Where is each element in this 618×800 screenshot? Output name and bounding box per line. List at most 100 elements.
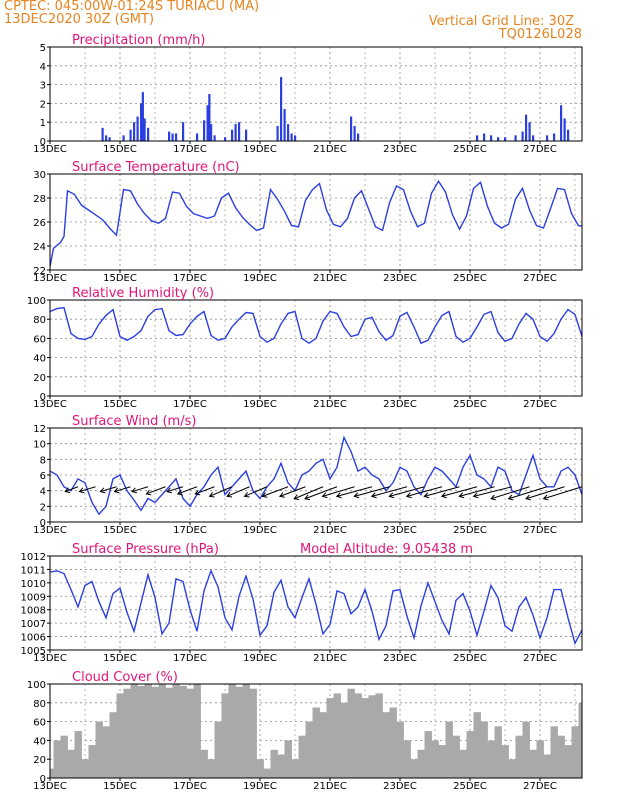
precip-bar: [234, 124, 237, 141]
x-tick-label: 15DEC: [103, 653, 137, 664]
series-line: [50, 435, 582, 516]
cloud-bar: [256, 759, 264, 778]
precip-bar: [532, 135, 535, 141]
precip-bar: [122, 135, 125, 141]
series-line: [50, 568, 582, 646]
y-tick-label: 1010: [21, 579, 46, 590]
x-tick-label: 23DEC: [383, 273, 417, 284]
wind-vector: [65, 486, 79, 493]
wind-vector: [304, 486, 338, 500]
cloud-bar: [102, 726, 110, 778]
y-tick-label: 40: [33, 354, 46, 365]
x-tick-label: 23DEC: [383, 781, 417, 792]
wind-arrowhead: [525, 494, 532, 501]
panel-frame: [49, 683, 583, 779]
y-tick-label: 80: [33, 699, 46, 710]
x-tick-label: 23DEC: [383, 144, 417, 155]
precip-bar: [290, 133, 293, 141]
cloud-bar: [389, 707, 397, 778]
wind-vector: [209, 486, 233, 497]
x-tick-label: 17DEC: [173, 781, 207, 792]
precip-bar: [203, 120, 206, 141]
y-tick-label: 22: [33, 266, 46, 277]
header-date-line: 13DEC2020 30Z (GMT): [4, 12, 155, 27]
cloud-bar: [347, 688, 355, 778]
precip-bar: [504, 137, 507, 141]
y-tick-label: 30: [33, 170, 46, 181]
wind-arrowhead: [243, 492, 250, 498]
cloud-bar: [137, 685, 145, 778]
x-tick-label: 21DEC: [313, 653, 347, 664]
x-tick-label: 15DEC: [103, 144, 137, 155]
series-group: [101, 77, 604, 141]
wind-vector: [131, 486, 149, 493]
cloud-bar: [249, 688, 257, 778]
wind-arrowhead: [131, 487, 137, 494]
cloud-bar: [109, 712, 117, 778]
wind-vector: [406, 486, 443, 497]
x-tick-label: 21DEC: [313, 399, 347, 410]
wind-vector: [166, 486, 184, 493]
wind-vector: [508, 486, 548, 500]
precip-bar: [231, 129, 234, 141]
precip-bar: [129, 129, 132, 141]
precip-bar: [528, 122, 531, 141]
cloud-bar: [452, 735, 460, 778]
wind-arrowhead: [261, 492, 268, 498]
cloud-bar: [340, 702, 348, 778]
y-tick-label: 1009: [21, 592, 46, 603]
wind-arrowhead: [78, 487, 85, 494]
cloud-bar: [130, 684, 138, 778]
x-tick-label: 19DEC: [243, 273, 277, 284]
x-tick-label: 13DEC: [33, 781, 67, 792]
x-tick-label: 25DEC: [453, 525, 487, 536]
precip-bar: [210, 124, 213, 141]
cloud-bar: [417, 749, 425, 778]
cloud-bar: [459, 749, 467, 778]
precip-bar: [175, 133, 178, 141]
cloud-bar: [95, 721, 103, 778]
y-tick-label: 1006: [21, 633, 46, 644]
x-tick-label: 13DEC: [33, 525, 67, 536]
y-tick-label: 4: [40, 487, 46, 498]
y-tick-label: 20: [33, 755, 46, 766]
cloud-bar: [242, 684, 250, 778]
precip-bar: [294, 135, 297, 141]
cloud-bar: [88, 745, 96, 778]
cloud-bar: [529, 749, 537, 778]
precip-bar: [521, 131, 524, 141]
panel-3: 0 2 4 6 8 10 12 13DEC 15DEC 17DEC 19DEC 21DEC 23DEC 2…: [33, 414, 583, 536]
wind-vector: [354, 486, 390, 497]
wind-vector: [371, 486, 408, 497]
wind-arrowhead: [353, 492, 360, 499]
cloud-bar: [67, 749, 75, 778]
wind-vector: [459, 486, 495, 497]
x-tick-label: 25DEC: [453, 399, 487, 410]
x-tick-label: 21DEC: [313, 144, 347, 155]
wind-vector: [114, 486, 131, 493]
y-tick-label: 0: [40, 392, 46, 403]
cloud-bar: [382, 712, 390, 778]
wind-vector: [322, 486, 355, 497]
cloud-bar: [354, 693, 362, 778]
series-group: [50, 179, 582, 267]
cloud-bar: [438, 745, 446, 778]
y-tick-label: 10: [33, 440, 46, 451]
wind-vector: [146, 486, 166, 495]
x-tick-label: 27DEC: [523, 273, 557, 284]
wind-arrowhead: [472, 492, 479, 499]
precip-bar: [105, 135, 108, 141]
y-tick-label: 60: [33, 334, 46, 345]
precip-bar: [602, 137, 604, 141]
precip-bar: [599, 132, 601, 141]
wind-vector: [525, 486, 565, 500]
cloud-bar: [487, 740, 495, 778]
x-tick-label: 27DEC: [523, 781, 557, 792]
wind-arrowhead: [176, 489, 183, 496]
cloud-bar: [305, 721, 313, 778]
cloud-bar: [158, 684, 166, 778]
x-tick-label: 27DEC: [523, 399, 557, 410]
wind-arrowhead: [405, 492, 412, 499]
precip-bar: [283, 109, 286, 141]
